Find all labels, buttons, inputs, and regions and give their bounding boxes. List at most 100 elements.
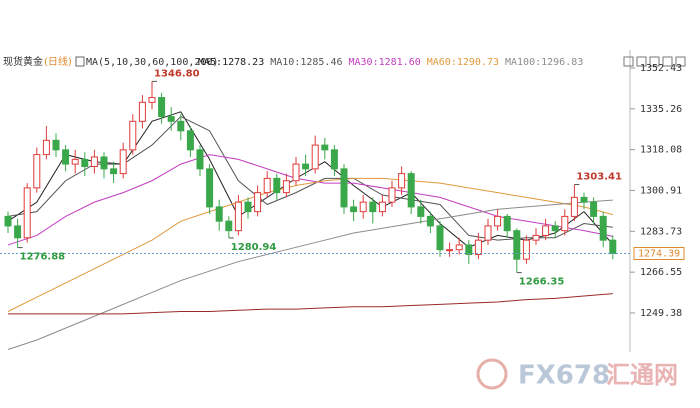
candle-body [215,206,223,222]
candle-body [33,154,41,189]
up-button[interactable] [623,56,634,67]
candle-body [369,201,377,213]
y-tick-label: 1300.91 [640,185,682,196]
candle-body [196,149,204,170]
legend-entry: MA100:1296.83 [505,57,583,68]
y-tick-label: 1266.55 [640,267,682,278]
candle-body [23,187,31,239]
candle-body [407,173,415,208]
y-tick-label: 1318.08 [640,145,682,156]
candle-body [225,220,233,232]
annotation: 1303.41 [576,172,622,183]
candle-body [177,120,185,132]
candle-body [311,144,319,170]
indicator-label: MA(5,10,30,60,100,200) [86,57,218,68]
toolbar [623,56,686,67]
chart-subtitle: (日线) [44,55,72,68]
watermark: FX678 [518,361,610,391]
candle-body [474,239,482,255]
indicator-icon[interactable] [75,56,85,67]
candle-body [90,156,98,167]
ma-line [7,199,613,350]
chart-title: 现货黄金 [3,55,43,68]
candle-body [167,116,175,122]
ma-line [7,154,613,246]
watermark-logo [476,358,508,390]
y-tick-label: 1283.73 [640,226,682,237]
candle-body [71,158,79,165]
candle-body [321,144,329,151]
y-tick-label: 1352.43 [640,63,682,74]
candle-body [590,201,598,217]
candle-body [244,201,252,213]
candle-body [609,239,617,255]
annotation: 1280.94 [231,242,277,253]
legend-entry: MA10:1285.46 [270,57,342,68]
down-button[interactable] [636,56,647,67]
candle-body [378,201,386,213]
candle-body [436,225,444,251]
candle-body [42,139,50,156]
candle-body [599,215,607,241]
candle-body [340,168,348,208]
candle-body [551,225,559,232]
candle-body [302,163,310,170]
legend-entry: MA30:1281.60 [348,57,420,68]
legend-entry: MA60:1290.73 [427,57,499,68]
candle-body [4,215,12,227]
candle-body [522,239,530,260]
candle-body [388,187,396,203]
candle-body [532,234,540,241]
candle-body [234,201,242,232]
candle-body [158,97,166,118]
ma-line [8,293,613,315]
candle-body [52,139,60,151]
candle-body [350,206,358,213]
candle-body [148,97,156,103]
candle-body [254,192,262,213]
candle-body [330,149,338,170]
candle-body [542,225,550,236]
candle-body [484,225,492,241]
ma-line [7,115,613,241]
zoom-out-button[interactable] [662,56,673,67]
last-price-box [633,247,685,261]
candle-body [186,130,194,151]
zoom-in-button[interactable] [649,56,660,67]
candle-body [426,215,434,227]
candle-body [455,244,463,251]
candle-body [206,168,214,208]
candle-body [292,163,300,182]
candle-body [273,177,281,194]
candle-body [119,149,127,175]
candle-body [513,230,521,260]
watermark-cn: 汇通网 [606,361,678,389]
candle-body [14,225,22,239]
candle-body [129,120,137,151]
candle-body [138,101,146,122]
candle-body [570,196,578,217]
annotation: 1346.80 [154,68,200,79]
candle-body [263,177,271,194]
candle-body [110,168,118,175]
candle-body [282,180,290,194]
settings-button[interactable] [675,56,686,67]
candle-body [503,215,511,232]
candle-body [465,244,473,255]
candle-body [81,158,89,167]
y-tick-label: 1249.38 [640,308,682,319]
candle-body [62,149,70,165]
candle-body [398,173,406,189]
candle-body [561,215,569,232]
annotation: 1266.35 [519,277,565,288]
candle-body [494,215,502,227]
last-price-label: 1274.39 [638,249,680,260]
candle-body [580,196,588,203]
y-tick-label: 1335.26 [640,104,682,115]
candle-body [100,156,108,170]
ma-line [7,111,614,248]
annotation: 1276.88 [20,252,66,263]
candle-body [417,206,425,217]
